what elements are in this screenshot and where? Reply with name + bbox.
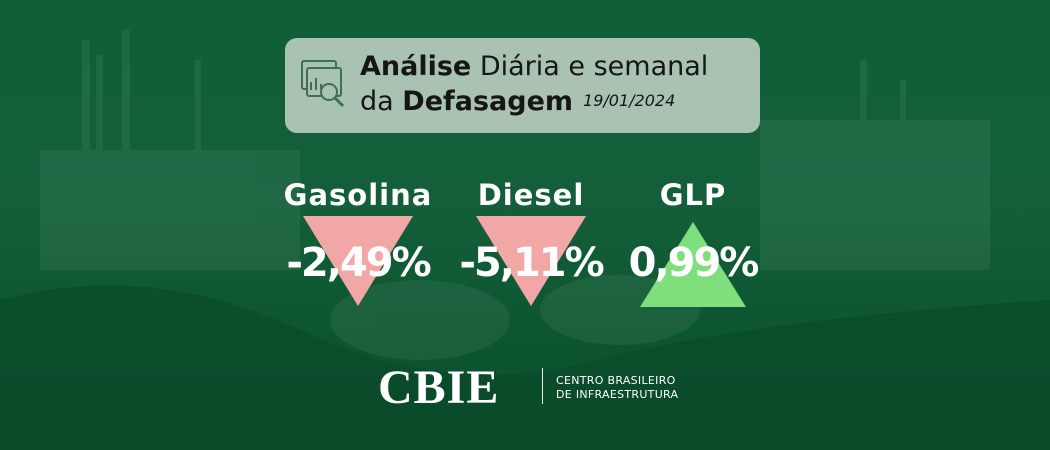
trend-arrow-canvas: [303, 216, 413, 306]
logo-separator: [542, 368, 543, 404]
subtitle-bold: Defasagem: [402, 86, 574, 117]
fuel-value: 0,99%: [628, 240, 760, 286]
trend-arrow-canvas: [640, 222, 746, 307]
header-box: Análise Diária e semanal da Defasagem 19/…: [285, 38, 760, 133]
fuel-item: Diesel -5,11%: [441, 176, 621, 316]
fuel-value: -5,11%: [459, 240, 604, 286]
analysis-icon: [301, 60, 345, 108]
fuel-value: -2,49%: [286, 240, 431, 286]
title-bold: Análise: [360, 51, 472, 82]
title-rest: Diária e semanal: [479, 51, 709, 82]
subtitle-prefix: da: [360, 86, 394, 117]
fuel-name: Gasolina: [283, 178, 433, 212]
fuel-item: Gasolina -2,49%: [268, 176, 448, 316]
date: 19/01/2024: [583, 91, 676, 110]
header-subtitle: da Defasagem 19/01/2024: [360, 86, 675, 117]
fuel-name: Diesel: [477, 178, 585, 212]
header-title: Análise Diária e semanal: [360, 51, 708, 82]
logo-line: CENTRO BRASILEIRO: [556, 374, 676, 387]
logo-line: DE INFRAESTRUTURA: [556, 388, 679, 401]
arrow-up: [640, 222, 746, 307]
trend-arrow-canvas: [476, 216, 586, 306]
fuel-name: GLP: [659, 178, 727, 212]
fuel-item: GLP 0,99%: [603, 176, 783, 316]
arrow-down: [303, 216, 413, 306]
arrow-down: [476, 216, 586, 306]
logo-mark: CBIE: [378, 361, 500, 414]
